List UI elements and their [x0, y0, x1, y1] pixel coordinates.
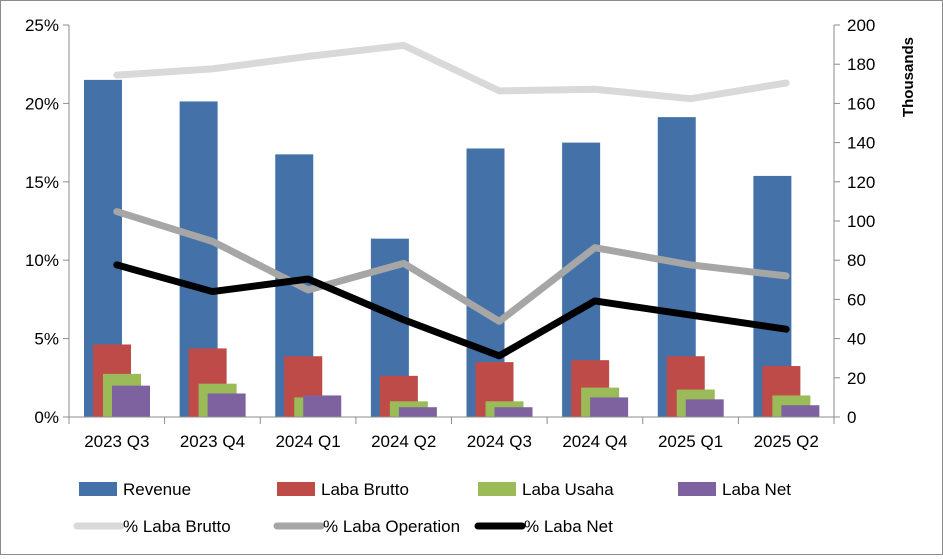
left-tick-label-5: 25%: [25, 16, 59, 35]
right-axis-title: Thousands: [900, 37, 917, 117]
x-tick-label-6: 2025 Q1: [658, 432, 723, 451]
line-layer: [113, 41, 790, 360]
x-tick-label-3: 2024 Q2: [371, 432, 436, 451]
x-tick-label-2: 2024 Q1: [275, 432, 340, 451]
right-tick-label-7: 140: [847, 134, 875, 153]
bar-laba-net-6: [685, 399, 724, 417]
legend-swatch-laba-usaha: [478, 482, 516, 496]
line-pct-laba-brutto: [113, 41, 790, 103]
bar-laba-net-7: [781, 405, 820, 417]
legend-label-laba-usaha: Laba Usaha: [522, 480, 614, 499]
line-pct-laba-net: [113, 261, 790, 360]
legend-label-laba-net: Laba Net: [722, 480, 791, 499]
bar-layer: [84, 79, 820, 418]
legend-swatch-laba-net: [678, 482, 716, 496]
legend-swatch-revenue: [79, 482, 117, 496]
bar-laba-net-5: [590, 397, 629, 417]
x-tick-label-5: 2024 Q4: [562, 432, 627, 451]
right-tick-label-6: 120: [847, 173, 875, 192]
x-tick-label-7: 2025 Q2: [754, 432, 819, 451]
left-tick-label-3: 15%: [25, 173, 59, 192]
legend-label-revenue: Revenue: [123, 480, 191, 499]
legend-label-pct-laba-net: % Laba Net: [524, 517, 613, 536]
right-tick-label-3: 60: [847, 290, 866, 309]
bar-laba-net-2: [303, 395, 342, 417]
right-tick-label-5: 100: [847, 212, 875, 231]
right-tick-label-2: 40: [847, 330, 866, 349]
legend-swatch-laba-brutto: [277, 482, 315, 496]
right-tick-label-8: 160: [847, 94, 875, 113]
right-tick-label-9: 180: [847, 55, 875, 74]
left-tick-label-2: 10%: [25, 251, 59, 270]
legend-label-pct-laba-brutto: % Laba Brutto: [123, 517, 231, 536]
legend: Revenue Laba Brutto Laba Usaha Laba Net % La…: [73, 480, 791, 536]
x-tick-label-1: 2023 Q4: [180, 432, 245, 451]
bar-laba-net-3: [398, 407, 437, 417]
x-tick-label-0: 2023 Q3: [84, 432, 149, 451]
left-tick-label-0: 0%: [34, 408, 59, 427]
legend-label-pct-laba-operation: % Laba Operation: [323, 517, 460, 536]
axes-layer: 0% 5% 10% 15% 20% 25% 0 20 40 60 80 100 120 140 160 180…: [25, 16, 917, 451]
line-pct-laba-operation: [113, 208, 790, 325]
bar-laba-net-0: [112, 385, 150, 417]
legend-label-laba-brutto: Laba Brutto: [321, 480, 409, 499]
right-tick-label-1: 20: [847, 369, 866, 388]
right-tick-label-10: 200: [847, 16, 875, 35]
right-tick-label-0: 0: [847, 408, 856, 427]
x-tick-label-4: 2024 Q3: [467, 432, 532, 451]
left-tick-label-4: 20%: [25, 94, 59, 113]
bar-laba-net-4: [494, 407, 533, 417]
bar-laba-net-1: [207, 393, 246, 417]
right-tick-label-4: 80: [847, 251, 866, 270]
left-tick-label-1: 5%: [34, 330, 59, 349]
